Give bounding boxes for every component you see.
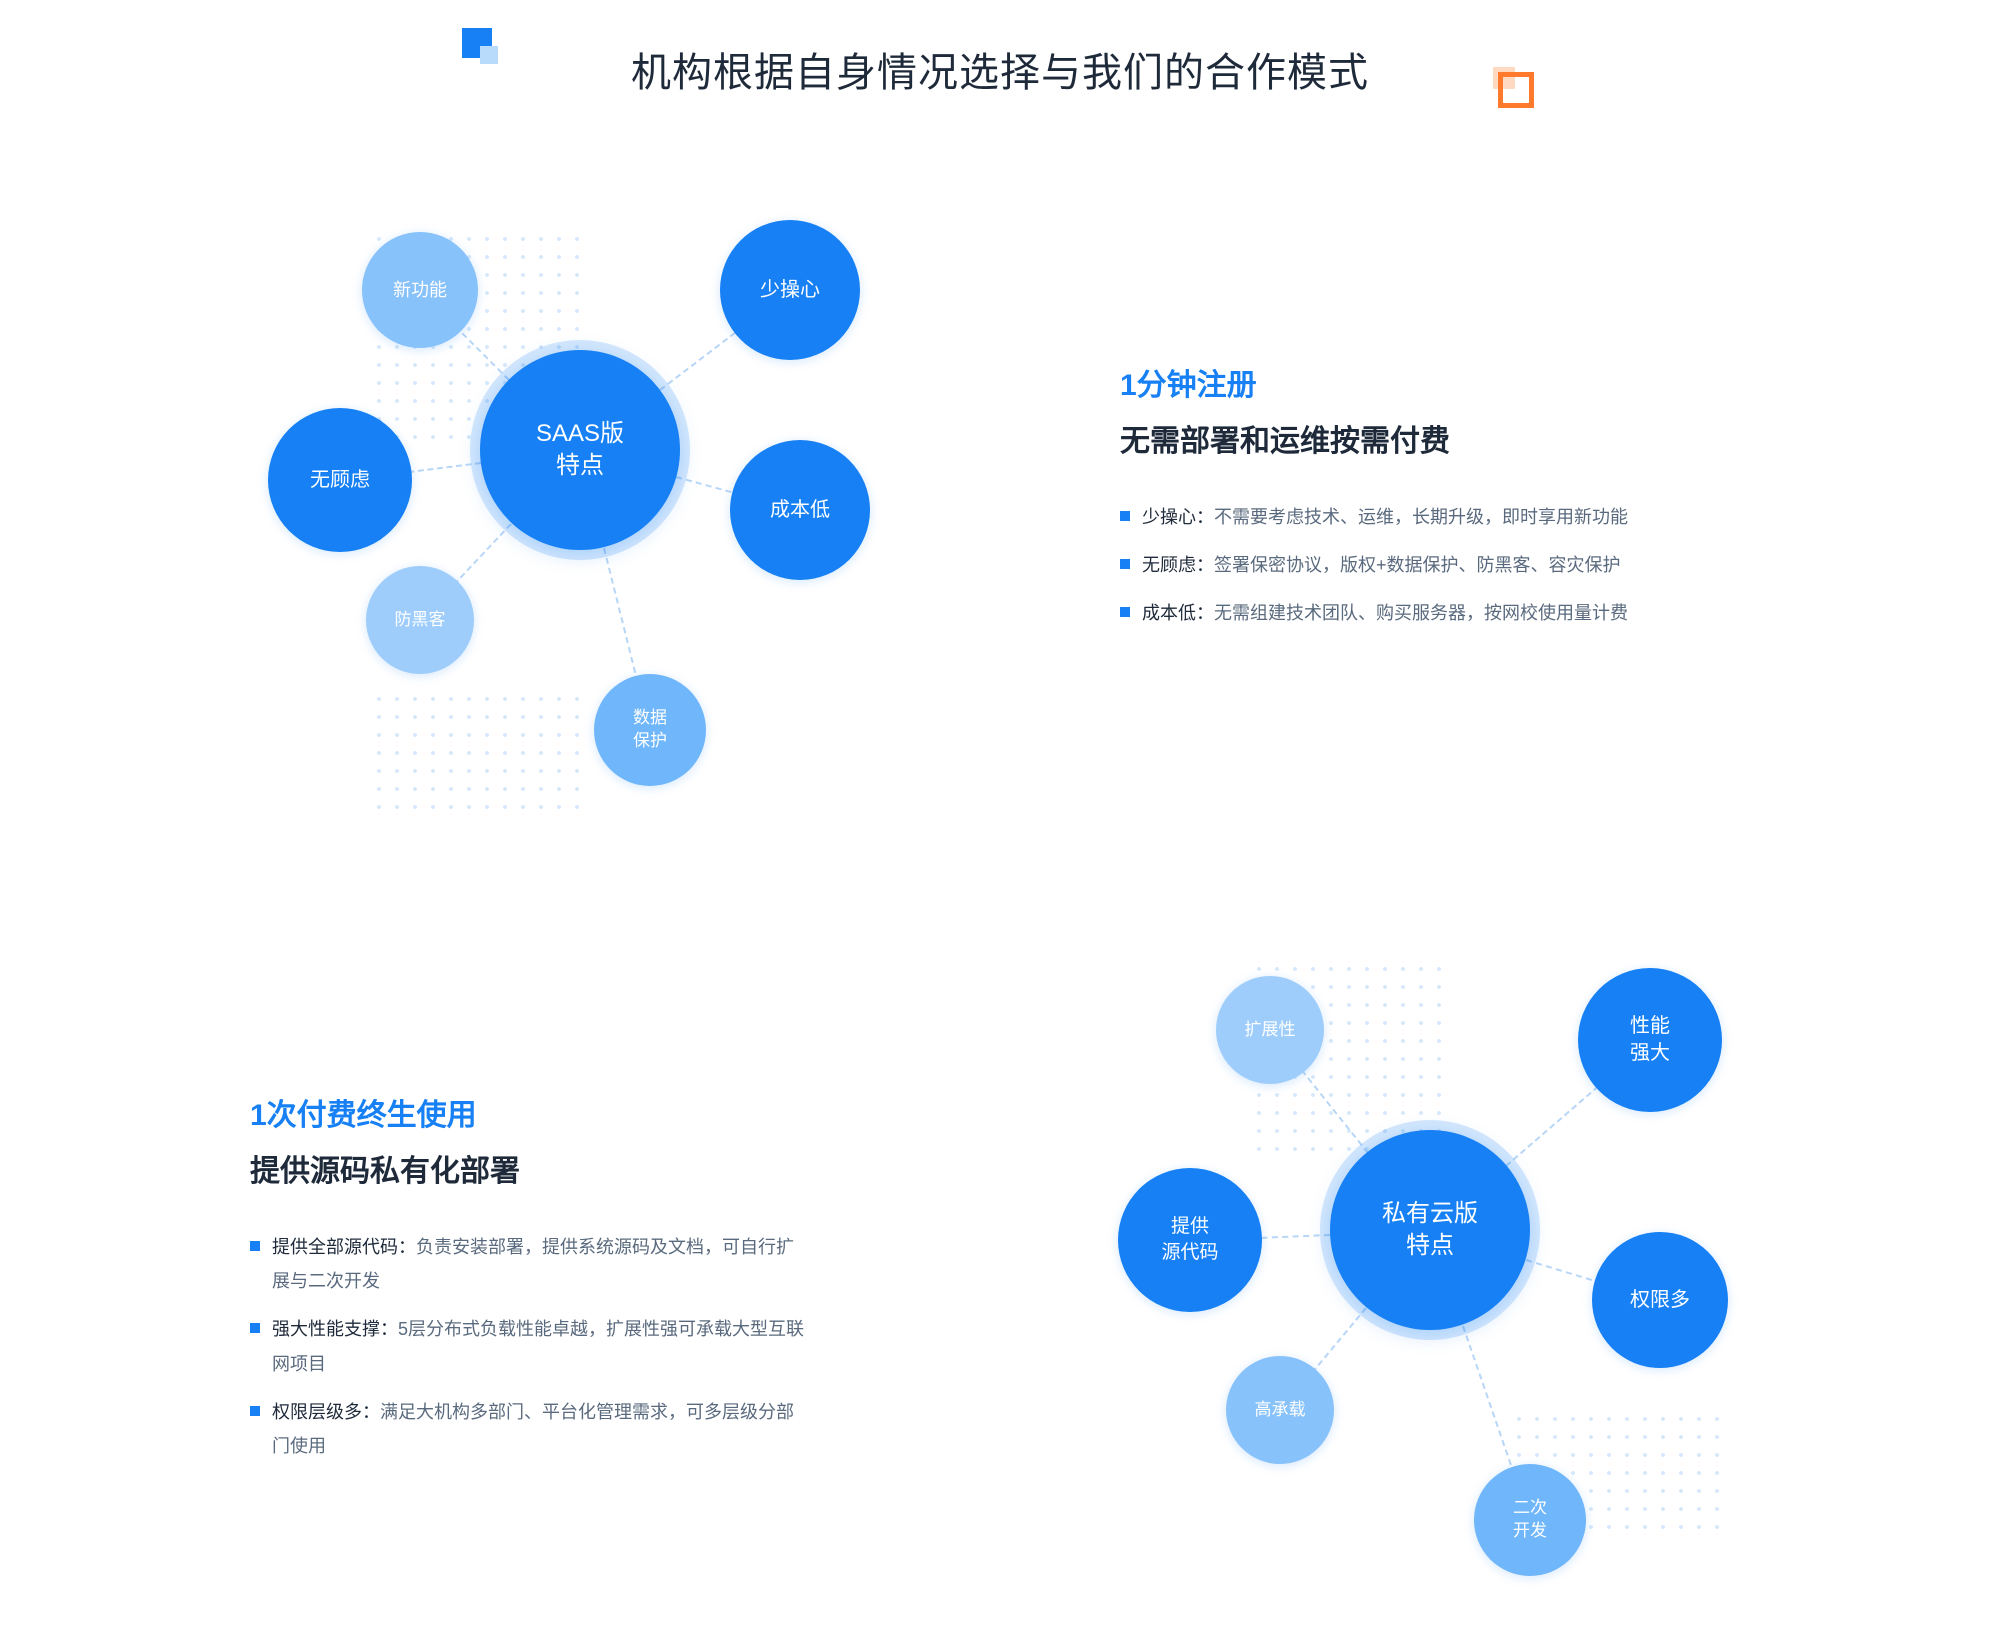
bubble-satellite: 数据保护 bbox=[594, 674, 706, 786]
dot-grid bbox=[370, 690, 580, 810]
bubble-satellite: 少操心 bbox=[720, 220, 860, 360]
bubble-satellite: 二次开发 bbox=[1474, 1464, 1586, 1576]
bubble-satellite: 高承载 bbox=[1226, 1356, 1334, 1464]
textblock-saas: 1分钟注册 无需部署和运维按需付费 少操心：不需要考虑技术、运维，长期升级，即时… bbox=[1120, 360, 1628, 645]
bubble-label: 提供源代码 bbox=[1161, 1214, 1218, 1265]
bubble-label: 高承载 bbox=[1255, 1399, 1306, 1422]
textblock-private: 1次付费终生使用 提供源码私有化部署 提供全部源代码：负责安装部署，提供系统源码… bbox=[250, 1090, 810, 1477]
bubble-satellite: 提供源代码 bbox=[1118, 1168, 1262, 1312]
bubble-center-label: 私有云版特点 bbox=[1382, 1198, 1478, 1263]
bullet-item: 权限层级多：满足大机构多部门、平台化管理需求，可多层级分部门使用 bbox=[250, 1395, 810, 1463]
bullet-label: 无顾虑： bbox=[1142, 555, 1214, 575]
bullet-item: 成本低：无需组建技术团队、购买服务器，按网校使用量计费 bbox=[1120, 596, 1628, 630]
bubble-label: 少操心 bbox=[760, 277, 820, 304]
bubble-label: 无顾虑 bbox=[310, 467, 370, 494]
bubble-satellite: 权限多 bbox=[1592, 1232, 1728, 1368]
bubble-label: 防黑客 bbox=[395, 609, 446, 632]
bullet-item: 无顾虑：签署保密协议，版权+数据保护、防黑客、容灾保护 bbox=[1120, 548, 1628, 582]
bullet-label: 权限层级多： bbox=[272, 1402, 380, 1422]
saas-head2: 无需部署和运维按需付费 bbox=[1120, 416, 1628, 460]
bubble-label: 二次开发 bbox=[1513, 1497, 1547, 1543]
private-head1: 1次付费终生使用 bbox=[250, 1090, 810, 1134]
bubble-satellite: 成本低 bbox=[730, 440, 870, 580]
bubble-label: 新功能 bbox=[393, 278, 447, 302]
bullet-label: 强大性能支撑： bbox=[272, 1319, 398, 1339]
bullet-item: 强大性能支撑：5层分布式负载性能卓越，扩展性强可承载大型互联网项目 bbox=[250, 1312, 810, 1380]
bubble-satellite: 新功能 bbox=[362, 232, 478, 348]
bubble-center-label: SAAS版特点 bbox=[536, 418, 624, 483]
bullet-item: 提供全部源代码：负责安装部署，提供系统源码及文档，可自行扩展与二次开发 bbox=[250, 1230, 810, 1298]
bullet-item: 少操心：不需要考虑技术、运维，长期升级，即时享用新功能 bbox=[1120, 500, 1628, 534]
bubble-center: 私有云版特点 bbox=[1330, 1130, 1530, 1330]
page-title: 机构根据自身情况选择与我们的合作模式 bbox=[631, 40, 1369, 98]
bubble-center: SAAS版特点 bbox=[480, 350, 680, 550]
bubble-label: 性能强大 bbox=[1630, 1013, 1670, 1067]
bullet-label: 少操心： bbox=[1142, 507, 1214, 527]
bubble-satellite: 防黑客 bbox=[366, 566, 474, 674]
private-bullets: 提供全部源代码：负责安装部署，提供系统源码及文档，可自行扩展与二次开发强大性能支… bbox=[250, 1230, 810, 1463]
bullet-text: 不需要考虑技术、运维，长期升级，即时享用新功能 bbox=[1214, 507, 1628, 527]
bullet-text: 签署保密协议，版权+数据保护、防黑客、容灾保护 bbox=[1214, 555, 1621, 575]
page-title-wrap: 机构根据自身情况选择与我们的合作模式 bbox=[0, 40, 2000, 98]
connector-line bbox=[1462, 1325, 1518, 1483]
saas-bullets: 少操心：不需要考虑技术、运维，长期升级，即时享用新功能无顾虑：签署保密协议，版权… bbox=[1120, 500, 1628, 631]
bubble-label: 权限多 bbox=[1630, 1287, 1690, 1314]
bubble-label: 成本低 bbox=[770, 497, 830, 524]
bubble-satellite: 性能强大 bbox=[1578, 968, 1722, 1112]
bullet-label: 提供全部源代码： bbox=[272, 1237, 416, 1257]
saas-head1: 1分钟注册 bbox=[1120, 360, 1628, 404]
connector-line bbox=[603, 548, 641, 693]
bubble-satellite: 扩展性 bbox=[1216, 976, 1324, 1084]
bubble-satellite: 无顾虑 bbox=[268, 408, 412, 552]
bubble-label: 数据保护 bbox=[633, 707, 667, 753]
bullet-label: 成本低： bbox=[1142, 603, 1214, 623]
cluster-saas: SAAS版特点 新功能 少操心无顾虑成本低防黑客数据保护 bbox=[250, 200, 930, 820]
bullet-text: 无需组建技术团队、购买服务器，按网校使用量计费 bbox=[1214, 603, 1628, 623]
private-head2: 提供源码私有化部署 bbox=[250, 1146, 810, 1190]
cluster-private: 私有云版特点 扩展性 性能强大提供源代码权限多高承载二次开发 bbox=[1050, 940, 1770, 1600]
bubble-label: 扩展性 bbox=[1245, 1019, 1296, 1042]
